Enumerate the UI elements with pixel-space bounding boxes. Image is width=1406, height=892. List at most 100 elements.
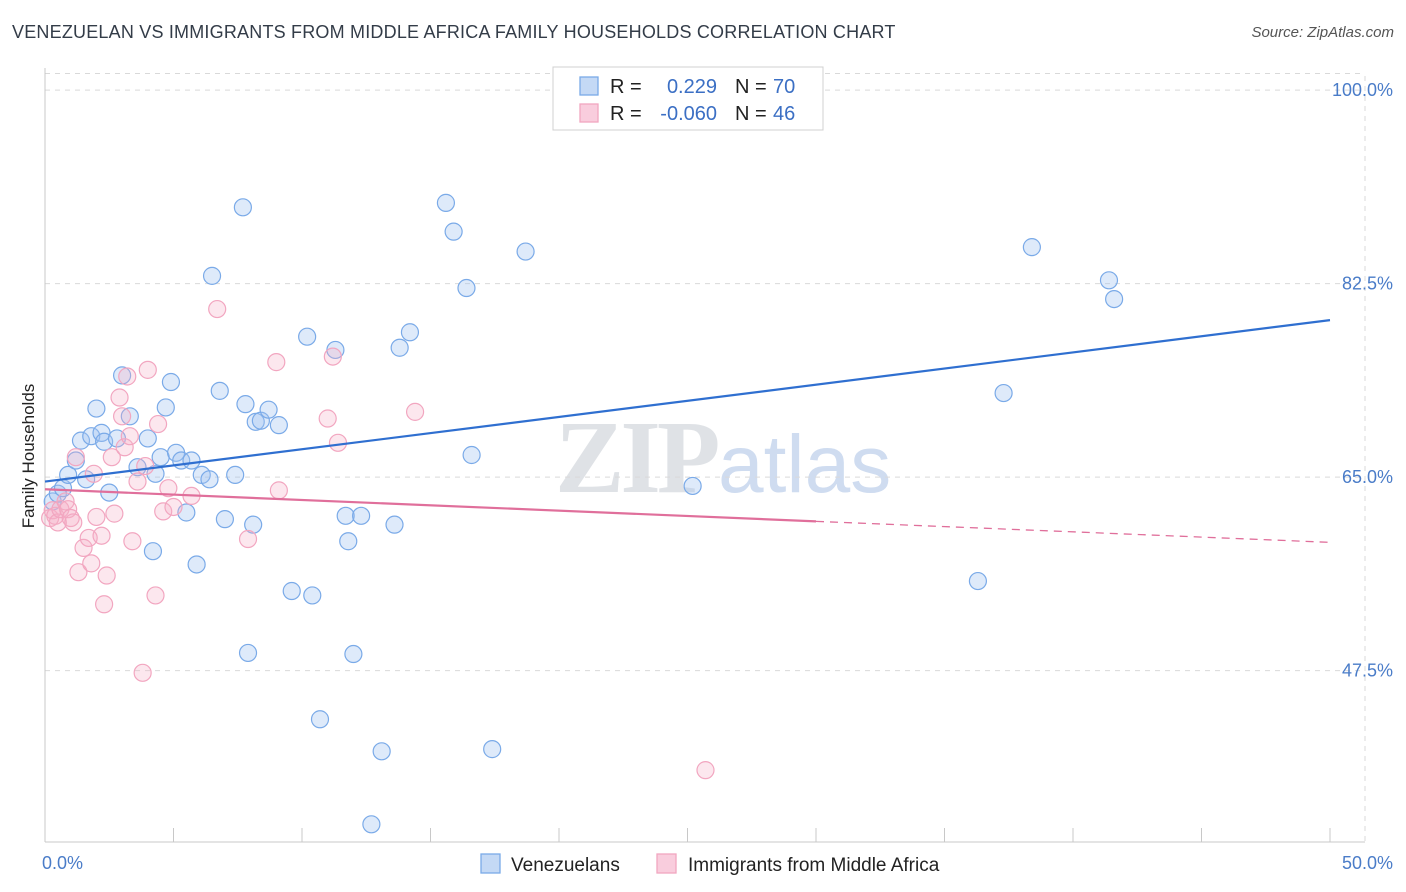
venezuelans-point [244,515,263,534]
venezuelans-point [87,399,106,418]
venezuelans-point [182,451,201,470]
venezuelans-point [233,198,252,217]
venezuelans-point [259,400,278,419]
y-tick-label: 82.5% [1342,274,1393,294]
middle-africa-point [405,402,425,421]
chart-title: VENEZUELAN VS IMMIGRANTS FROM MIDDLE AFR… [12,22,896,42]
venezuelans-point [143,542,163,561]
venezuelans-point [352,506,371,525]
middle-africa-point [82,554,101,573]
series-label-venezuelans: Venezuelans [511,855,620,876]
middle-africa-point [87,507,106,527]
venezuelans-point [1099,271,1119,290]
venezuelans-point [390,338,409,357]
middle-africa-point [115,438,134,457]
venezuelans-point [71,431,91,450]
venezuelans-point [372,742,391,761]
middle-africa-point [318,409,337,428]
middle-africa-trend-extension [815,520,1331,544]
middle-africa-point [92,526,111,545]
venezuelans-point [1022,238,1041,257]
series-legend: Venezuelans Immigrants from Middle Afric… [480,853,940,876]
venezuelans-point [462,445,481,465]
venezuelans-point [457,278,476,298]
middle-africa-point [154,502,173,521]
venezuelans-point [215,510,234,529]
watermark-zip: ZIP [555,400,718,515]
middle-africa-point [136,456,155,476]
venezuelans-trend-line [44,319,1331,483]
middle-africa-point [105,504,124,523]
x-tick-label-max: 50.0% [1342,853,1393,873]
series-swatch-middle-africa [656,853,677,874]
venezuelans-point [282,581,301,601]
middle-africa-point [110,388,129,407]
venezuelans-point [156,398,175,417]
middle-africa-point [123,532,142,551]
middle-africa-point [128,472,147,491]
venezuelans-point [120,407,139,426]
axes [44,68,1365,843]
middle-africa-point [146,586,165,605]
middle-africa-point [328,433,348,452]
venezuelans-point [200,470,219,489]
legend-r-label-2: R = [610,103,642,125]
venezuelans-point [151,448,170,467]
gridlines [45,73,1366,842]
venezuelans-point [483,740,502,759]
legend-swatch-middle-africa [579,103,599,123]
venezuelans-point [210,381,229,400]
middle-africa-point [208,299,227,319]
venezuelans-point [362,815,381,834]
venezuelans-point [138,429,157,448]
venezuelans-point [339,532,358,551]
legend-n-value-2: 46 [773,103,795,125]
y-tick-label: 65.0% [1342,467,1393,487]
venezuelans-point [310,710,330,729]
venezuelans-point [516,242,535,261]
middle-africa-point [164,497,183,517]
venezuelans-point [385,515,404,534]
middle-africa-point [159,479,178,498]
venezuelans-point [444,222,463,241]
stats-legend: R = 0.229 N = 70 R = -0.060 N = 46 [552,66,824,131]
middle-africa-point [74,538,93,557]
middle-africa-point [69,563,88,582]
middle-africa-point [696,761,715,780]
middle-africa-point [118,367,137,386]
venezuelans-point [298,327,317,346]
y-tick-label: 47.5% [1342,661,1393,681]
series-swatch-venezuelans [480,853,501,874]
middle-africa-point [120,427,139,446]
middle-africa-point [138,360,157,379]
middle-africa-point [112,407,132,426]
middle-africa-point [148,414,168,434]
legend-r-label-1: R = [610,76,642,98]
legend-n-value-1: 70 [773,76,795,98]
middle-africa-point [102,448,121,467]
venezuelans-point [344,644,363,664]
middle-africa-point [238,529,258,549]
middle-africa-point [66,448,85,467]
venezuelans-point [226,465,245,485]
venezuelans-point [436,193,456,212]
tick-labels: 47.5% 65.0% 82.5% 100.0% 0.0% 50.0% [42,80,1393,873]
legend-swatch-venezuelans [579,76,599,96]
middle-africa-point [95,595,114,614]
series-label-middle-africa: Immigrants from Middle Africa [688,855,940,876]
venezuelans-point [161,372,181,392]
venezuelans-point [303,586,322,605]
venezuelans-point [683,476,702,496]
middle-africa-point [269,481,288,500]
venezuelans-point [1105,289,1124,309]
venezuelans-point [202,266,222,285]
y-tick-label: 100.0% [1332,80,1393,100]
x-tick-label-min: 0.0% [42,853,83,873]
middle-africa-point [97,566,116,585]
middle-africa-point [133,663,152,682]
venezuelans-point [968,571,988,591]
legend-n-label-1: N = [735,76,767,98]
venezuelans-point [236,395,255,414]
legend-r-value-1: 0.229 [667,76,717,98]
